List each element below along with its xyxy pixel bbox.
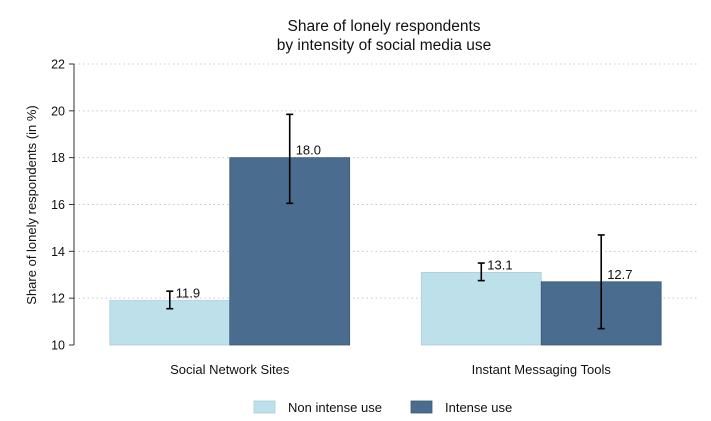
category-labels: Social Network Sites Instant Messaging To… <box>170 362 611 377</box>
bar <box>420 272 542 346</box>
data-label: 13.1 <box>487 257 512 272</box>
data-labels: 11.9 18.0 13.1 12.7 <box>176 143 633 301</box>
y-tick-label: 12 <box>51 292 65 306</box>
y-tick-label: 20 <box>51 104 65 118</box>
chart-title-line-1: Share of lonely respondents <box>287 18 480 35</box>
y-axis-label: Share of lonely respondents (in %) <box>24 105 39 304</box>
y-tick-label: 10 <box>51 339 65 353</box>
y-tick-label: 16 <box>51 198 65 212</box>
legend-swatch <box>253 400 276 414</box>
gridlines <box>74 63 697 299</box>
y-tick-label: 14 <box>51 245 65 259</box>
data-label: 18.0 <box>296 143 321 158</box>
category-label: Social Network Sites <box>170 362 290 377</box>
y-tick-label: 22 <box>51 58 65 72</box>
legend: Non intense use Intense use <box>253 400 512 415</box>
chart-title-line-2: by intensity of social media use <box>277 37 492 54</box>
data-label: 12.7 <box>607 267 632 282</box>
legend-label: Intense use <box>445 400 512 415</box>
legend-swatch <box>410 400 433 414</box>
category-label: Instant Messaging Tools <box>472 362 612 377</box>
error-bars <box>166 113 605 330</box>
chart-title: Share of lonely respondents by intensity… <box>277 18 492 54</box>
data-label: 11.9 <box>176 286 200 301</box>
legend-label: Non intense use <box>288 400 382 415</box>
y-tick-label: 18 <box>51 151 65 165</box>
axes: 10 12 14 16 18 20 22 <box>51 58 75 353</box>
